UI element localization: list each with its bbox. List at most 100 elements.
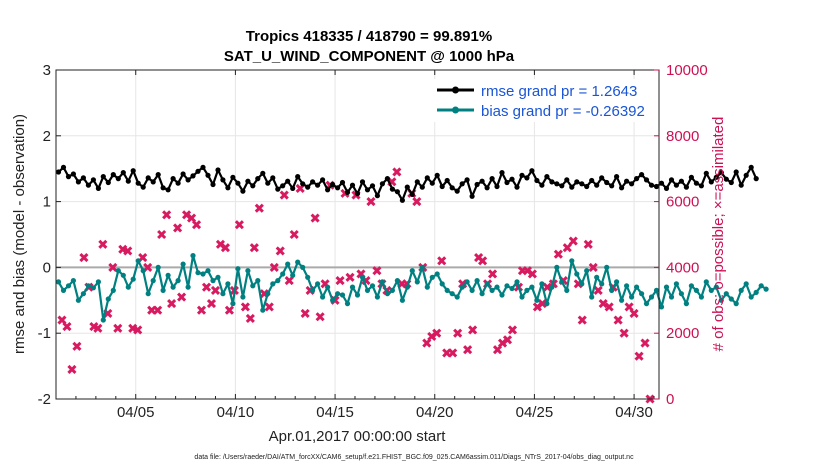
chart-title: Tropics 418335 / 418790 = 99.891% bbox=[246, 28, 492, 45]
bias-point bbox=[748, 294, 754, 300]
bias-point bbox=[220, 291, 226, 297]
obs-count-point bbox=[279, 190, 289, 200]
rmse-point bbox=[310, 179, 316, 185]
rmse-point bbox=[554, 181, 560, 187]
bias-point bbox=[65, 283, 72, 289]
bias-point bbox=[489, 287, 495, 293]
bias-point bbox=[364, 287, 371, 293]
bias-point bbox=[414, 279, 420, 285]
rmse-point bbox=[349, 182, 356, 188]
rmse-point bbox=[434, 172, 440, 178]
obs-mark-stroke bbox=[577, 315, 587, 325]
obs-mark-stroke bbox=[167, 299, 177, 309]
obs-mark-stroke bbox=[522, 266, 532, 276]
bias-point bbox=[564, 287, 570, 293]
obs-count-point bbox=[478, 256, 488, 266]
bias-point bbox=[315, 281, 321, 287]
rmse-point bbox=[683, 184, 690, 190]
bias-point bbox=[648, 294, 655, 300]
obs-count-point bbox=[153, 305, 163, 315]
bias-point bbox=[240, 294, 246, 300]
obs-mark-stroke bbox=[182, 210, 192, 220]
bias-point bbox=[330, 297, 336, 303]
obs-count-point bbox=[372, 266, 382, 276]
rmse-point bbox=[130, 168, 136, 174]
obs-mark-stroke bbox=[474, 252, 484, 263]
obs-mark-stroke bbox=[186, 213, 197, 223]
bias-point bbox=[215, 274, 221, 280]
obs-count-point bbox=[269, 262, 279, 272]
rmse-point bbox=[439, 183, 445, 190]
bias-point bbox=[195, 270, 201, 276]
rmse-point bbox=[240, 188, 246, 194]
rmse-point bbox=[105, 179, 111, 186]
rmse-point bbox=[140, 184, 146, 190]
obs-mark-stroke bbox=[604, 302, 614, 312]
obs-mark-stroke bbox=[629, 308, 639, 319]
obs-count-point bbox=[577, 315, 587, 325]
obs-mark-stroke bbox=[210, 285, 221, 295]
obs-mark-stroke bbox=[437, 256, 447, 266]
bias-point bbox=[200, 271, 206, 277]
rmse-point bbox=[205, 172, 211, 178]
bias-point bbox=[339, 292, 346, 298]
rmse-point bbox=[399, 197, 405, 203]
rmse-point bbox=[55, 169, 62, 175]
obs-mark-stroke bbox=[507, 325, 518, 335]
bias-point bbox=[614, 279, 620, 285]
bias-point bbox=[594, 274, 600, 280]
obs-mark-stroke bbox=[264, 302, 274, 312]
bias-point bbox=[419, 264, 425, 270]
bias-point bbox=[409, 268, 415, 274]
bias-point bbox=[763, 286, 769, 292]
bias-point bbox=[534, 297, 540, 303]
y-tick-label: 2 bbox=[43, 128, 51, 145]
bias-point bbox=[70, 278, 76, 284]
obs-count-point bbox=[210, 285, 221, 295]
obs-mark-stroke bbox=[67, 364, 77, 374]
y-right-tick-label: 0 bbox=[666, 391, 674, 408]
bias-point bbox=[379, 279, 385, 285]
obs-count-point bbox=[463, 345, 473, 355]
obs-count-point bbox=[108, 262, 118, 272]
bias-point bbox=[300, 264, 306, 270]
rmse-point bbox=[354, 191, 361, 197]
bias-point bbox=[584, 268, 590, 274]
rmse-point bbox=[499, 170, 505, 176]
rmse-point bbox=[210, 181, 216, 188]
rmse-point bbox=[454, 188, 460, 194]
obs-count-point bbox=[634, 351, 644, 361]
obs-mark-stroke bbox=[234, 220, 244, 230]
rmse-point bbox=[728, 179, 734, 186]
obs-count-point bbox=[62, 322, 72, 332]
bias-point bbox=[160, 287, 166, 293]
bias-point bbox=[359, 274, 366, 280]
rmse-point bbox=[260, 170, 266, 176]
obs-mark-stroke bbox=[315, 312, 325, 322]
rmse-point bbox=[489, 176, 495, 182]
chart-subtitle: SAT_U_WIND_COMPONENT @ 1000 hPa bbox=[224, 48, 515, 65]
obs-count-point bbox=[245, 313, 255, 323]
obs-mark-stroke bbox=[619, 328, 629, 338]
obs-mark-stroke bbox=[157, 229, 167, 240]
obs-count-point bbox=[67, 364, 77, 374]
bias-point bbox=[519, 294, 525, 300]
obs-mark-stroke bbox=[310, 213, 320, 223]
bias-point bbox=[539, 281, 545, 287]
rmse-point bbox=[394, 189, 400, 195]
bias-point bbox=[474, 278, 480, 284]
obs-count-point bbox=[224, 305, 234, 315]
bias-point bbox=[673, 281, 680, 287]
obs-count-point bbox=[487, 269, 498, 279]
obs-mark-stroke bbox=[468, 325, 478, 335]
bias-point bbox=[668, 294, 675, 300]
bias-point bbox=[708, 287, 714, 293]
bias-point bbox=[60, 287, 67, 293]
rmse-series bbox=[55, 164, 759, 203]
obs-count-point bbox=[289, 229, 299, 240]
rmse-point bbox=[320, 177, 326, 183]
bias-point bbox=[658, 304, 665, 310]
obs-mark-stroke bbox=[196, 305, 207, 315]
rmse-point bbox=[414, 179, 420, 185]
rmse-point bbox=[639, 172, 645, 178]
